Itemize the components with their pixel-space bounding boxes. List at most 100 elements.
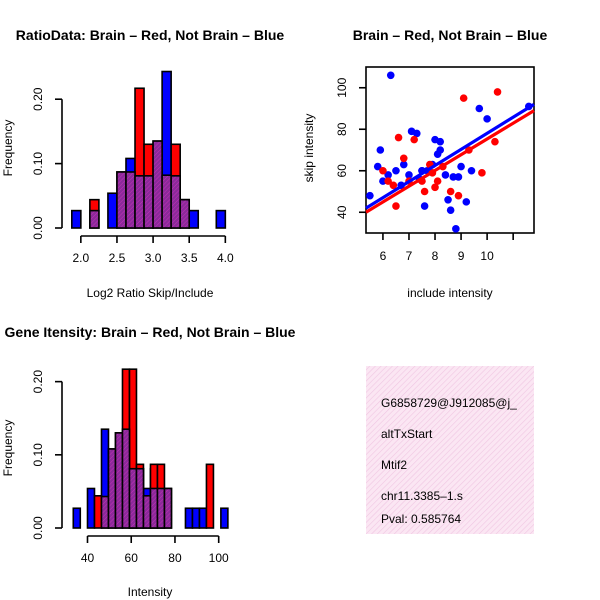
scatter-y-tick-label: 100 [335, 77, 349, 97]
ratio-bar-overlap-5 [152, 140, 163, 229]
ratio-x-tick-label: 3.5 [181, 251, 198, 265]
info-gene-name: Mtif2 [381, 458, 407, 472]
ratio-bar-overlap-0 [89, 209, 100, 229]
scatter-point-not-brain-14 [420, 202, 429, 210]
intensity-y-tick-label: 0.20 [31, 370, 45, 394]
intensity-bar-overlap-0 [100, 495, 110, 529]
scatter-point-not-brain-32 [436, 146, 445, 154]
ratio-bar-overlap-3 [134, 175, 145, 229]
scatter-frame [365, 66, 535, 234]
scatter-y-tick-label: 80 [335, 122, 349, 136]
ratio-bar-overlap-4 [143, 175, 154, 229]
intensity-bar-overlap-7 [149, 487, 159, 529]
scatter-x-tick-label: 7 [406, 249, 413, 263]
ratio-histogram-ylabel: Frequency [1, 120, 15, 177]
info-event-type: altTxStart [381, 427, 433, 441]
scatter-y-tick-label: 40 [335, 205, 349, 219]
intensity-histogram-plot: 40 60 80 100 0.00 0.10 0.20 [31, 368, 229, 565]
scatter-point-not-brain-0 [366, 191, 374, 200]
ratio-bar-overlap-8 [179, 198, 191, 229]
intensity-bar-not-brain-12 [198, 507, 208, 529]
intensity-histogram-panel: Gene Itensity: Brain – Red, Not Brain – … [1, 324, 296, 599]
info-gene-id: G6858729@J912085@j_ [381, 396, 517, 410]
intensity-bar-brain-0 [93, 494, 103, 529]
intensity-bar-overlap-9 [163, 487, 173, 529]
ratio-bar-overlap-2 [125, 171, 136, 229]
info-panel-background [366, 366, 534, 534]
scatter-point-not-brain-19 [436, 137, 445, 146]
ratio-x-tick-label: 3.0 [145, 251, 162, 265]
intensity-bar-overlap-4 [128, 467, 138, 529]
ratio-bar-overlap-7 [170, 175, 181, 229]
scatter-point-brain-19 [478, 169, 486, 177]
scatter-point-not-brain-11 [412, 129, 421, 138]
scatter-point-not-brain-29 [483, 115, 491, 123]
scatter-point-brain-17 [459, 94, 468, 102]
scatter-fit-line-blue [365, 102, 535, 210]
intensity-bar-not-brain-13 [220, 507, 229, 529]
info-panel: G6858729@J912085@j_ altTxStart Mtif2 chr… [366, 366, 534, 534]
intensity-bar-brain-8 [205, 463, 215, 529]
intensity-bar-not-brain-10 [184, 507, 194, 529]
scatter-point-brain-1 [384, 177, 392, 185]
intensity-bar-overlap-8 [156, 487, 166, 529]
intensity-bar-overlap-1 [107, 448, 117, 529]
scatter-point-not-brain-22 [446, 206, 455, 214]
scatter-title: Brain – Red, Not Brain – Blue [353, 27, 548, 43]
scatter-point-not-brain-26 [462, 198, 471, 206]
scatter-point-not-brain-24 [454, 173, 463, 181]
intensity-y-tick-label: 0.10 [31, 443, 45, 467]
intensity-x-tick-label: 40 [81, 551, 95, 565]
scatter-point-brain-2 [389, 181, 398, 190]
scatter-point-not-brain-9 [405, 171, 413, 179]
ratio-bar-not-brain-1 [107, 192, 118, 229]
intensity-bar-overlap-2 [114, 432, 124, 529]
scatter-point-not-brain-1 [373, 162, 382, 171]
ratio-histogram-xlabel: Log2 Ratio Skip/Include [87, 286, 214, 300]
scatter-point-not-brain-3 [379, 177, 387, 185]
scatter-point-brain-12 [431, 183, 439, 192]
scatter-point-brain-4 [394, 133, 403, 142]
ratio-bar-not-brain-5 [188, 209, 200, 229]
ratio-histogram-plot: 2.0 2.5 3.0 3.5 4.0 0.00 0.10 0.20 [31, 70, 234, 265]
intensity-bar-overlap-6 [142, 494, 152, 529]
scatter-plot: 6 7 8 9 10 40 60 80 100 [335, 66, 535, 263]
info-pval: Pval: 0.585764 [381, 512, 461, 526]
scatter-point-not-brain-23 [449, 173, 458, 181]
scatter-point-not-brain-28 [475, 104, 484, 113]
ratio-bar-overlap-1 [116, 171, 127, 229]
scatter-point-brain-16 [454, 191, 463, 200]
scatter-x-tick-label: 10 [480, 249, 494, 263]
scatter-ylabel: skip intensity [302, 114, 316, 183]
scatter-point-brain-15 [446, 187, 455, 196]
ratio-x-tick-label: 2.0 [72, 251, 89, 265]
info-location: chr11.3385–1.s [381, 489, 463, 503]
scatter-point-brain-9 [420, 187, 429, 196]
scatter-point-not-brain-31 [452, 225, 460, 233]
ratio-bar-not-brain-6 [215, 209, 227, 229]
ratio-y-tick-label: 0.20 [31, 87, 45, 111]
scatter-point-not-brain-2 [376, 146, 385, 154]
scatter-point-not-brain-4 [384, 171, 392, 179]
ratio-histogram-panel: RatioData: Brain – Red, Not Brain – Blue… [1, 27, 284, 300]
scatter-point-not-brain-21 [444, 196, 452, 204]
scatter-point-brain-21 [493, 88, 502, 96]
scatter-point-not-brain-5 [386, 71, 395, 80]
scatter-point-brain-5 [399, 154, 408, 163]
intensity-bar-not-brain-0 [72, 507, 82, 529]
scatter-point-not-brain-25 [457, 162, 465, 171]
intensity-bar-overlap-3 [121, 428, 131, 529]
intensity-histogram-xlabel: Intensity [128, 585, 173, 599]
intensity-histogram-ylabel: Frequency [1, 420, 15, 477]
scatter-point-brain-3 [392, 202, 400, 210]
scatter-x-tick-label: 6 [380, 249, 387, 263]
intensity-bar-not-brain-11 [191, 507, 201, 529]
intensity-x-tick-label: 80 [168, 551, 182, 565]
scatter-point-brain-7 [410, 135, 418, 144]
scatter-point-brain-13 [433, 177, 442, 185]
ratio-bar-not-brain-0 [71, 209, 82, 229]
scatter-point-brain-0 [379, 166, 387, 175]
scatter-x-tick-label: 9 [458, 249, 465, 263]
intensity-x-tick-label: 100 [209, 551, 229, 565]
scatter-point-not-brain-20 [441, 171, 450, 179]
